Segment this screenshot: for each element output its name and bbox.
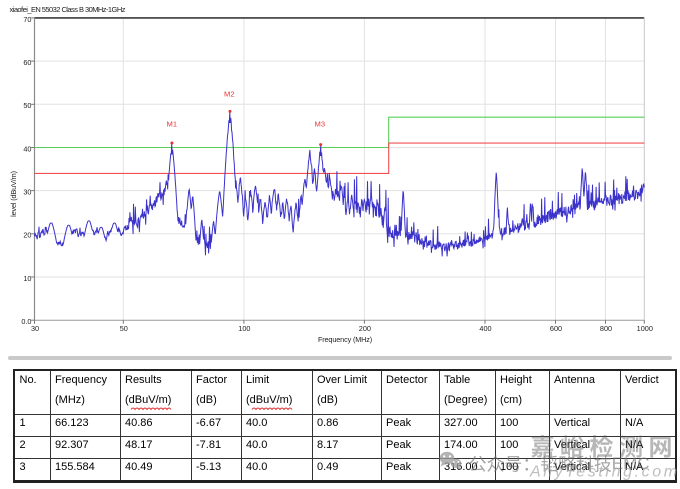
svg-text:50: 50 (120, 324, 128, 333)
svg-text:10: 10 (23, 274, 31, 283)
svg-text:200: 200 (359, 324, 371, 333)
svg-text:xiaofei_EN 55032 Class B 30MHz: xiaofei_EN 55032 Class B 30MHz-1GHz (10, 5, 126, 14)
svg-text:50: 50 (23, 101, 31, 110)
svg-text:1000: 1000 (637, 324, 653, 333)
svg-text:0.0: 0.0 (21, 317, 31, 326)
svg-text:M1: M1 (167, 120, 178, 129)
svg-text:M2: M2 (224, 90, 235, 99)
svg-text:level (dBuV/m): level (dBuV/m) (9, 171, 18, 217)
svg-text:20: 20 (23, 231, 31, 240)
svg-text:70: 70 (23, 15, 31, 24)
svg-text:100: 100 (238, 324, 250, 333)
svg-text:30: 30 (23, 188, 31, 197)
svg-text:60: 60 (23, 58, 31, 67)
svg-text:600: 600 (550, 324, 562, 333)
svg-text:Frequency (MHz): Frequency (MHz) (318, 335, 372, 344)
svg-text:400: 400 (479, 324, 491, 333)
svg-text:800: 800 (600, 324, 612, 333)
svg-text:40: 40 (23, 144, 31, 153)
svg-text:M3: M3 (315, 120, 326, 129)
svg-text:30: 30 (31, 324, 39, 333)
